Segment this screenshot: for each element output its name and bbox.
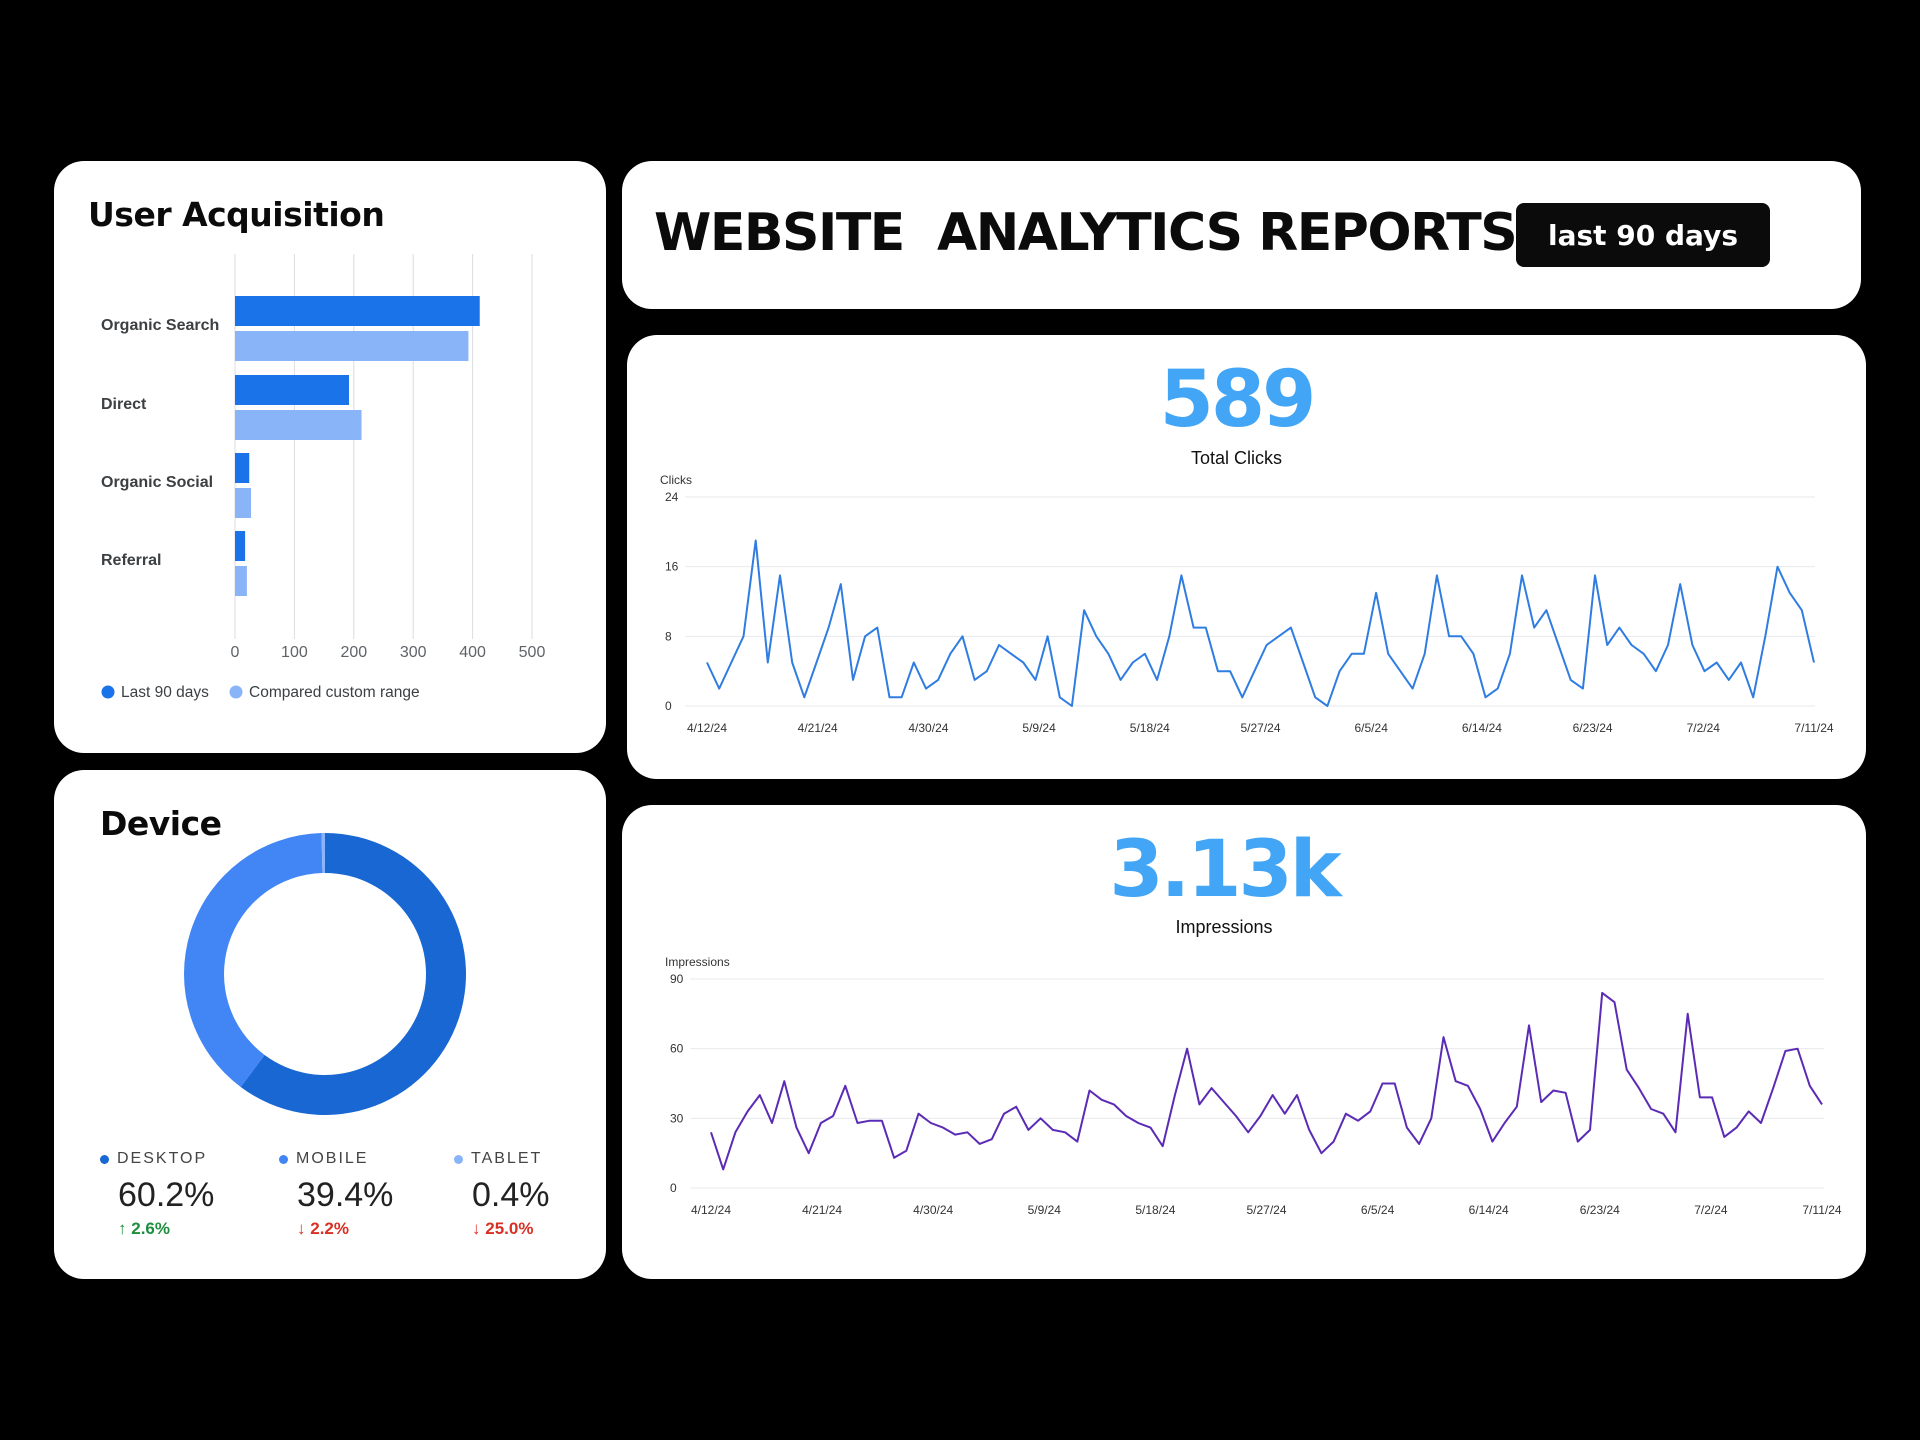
x-tick-label: 5/18/24 <box>1135 1203 1175 1217</box>
x-tick-label: 4/21/24 <box>798 721 838 735</box>
x-tick-label: 5/9/24 <box>1028 1203 1062 1217</box>
total-clicks-value: 589 <box>1159 355 1317 445</box>
device-donut-chart <box>183 833 466 1115</box>
device-change: ↑ 2.6% <box>118 1219 170 1238</box>
device-name: TABLET <box>471 1150 543 1167</box>
x-tick-label: 7/2/24 <box>1694 1203 1728 1217</box>
y-tick-label: 0 <box>670 1181 677 1195</box>
x-tick-label: 7/11/24 <box>1794 721 1833 735</box>
x-tick-label: 7/11/24 <box>1802 1203 1841 1217</box>
y-tick-label: 30 <box>670 1111 684 1125</box>
x-tick-label: 6/23/24 <box>1580 1203 1620 1217</box>
y-axis-title: Impressions <box>665 955 730 969</box>
x-tick-label: 4/30/24 <box>913 1203 953 1217</box>
x-tick-label: 0 <box>231 644 240 661</box>
device-percentage: 39.4% <box>297 1176 394 1214</box>
x-tick-label: 7/2/24 <box>1687 721 1721 735</box>
bar-last-90-days <box>235 531 246 561</box>
x-tick-label: 4/30/24 <box>908 721 948 735</box>
bar-compared <box>235 331 469 361</box>
legend-dot <box>101 685 115 699</box>
total-clicks-card: 589 Total Clicks Clicks 0 8 16 24 4/12/24 4/21… <box>627 335 1866 779</box>
category-label: Direct <box>101 396 147 413</box>
tablet-legend-dot <box>454 1154 463 1164</box>
x-tick-label: 5/18/24 <box>1130 721 1170 735</box>
bar-last-90-days <box>235 453 250 483</box>
legend-dot <box>229 685 243 699</box>
series-line <box>706 539 1815 707</box>
device-legend-tablet: TABLET 0.4% ↓ 25.0% <box>454 1150 606 1239</box>
device-card: Device DESKTOP 60.2% ↑ 2.6% MOBILE 39.4%… <box>54 770 606 1279</box>
desktop-legend-dot <box>100 1154 109 1164</box>
device-percentage: 0.4% <box>472 1176 550 1214</box>
device-name: DESKTOP <box>117 1150 208 1167</box>
x-tick-label: 4/12/24 <box>687 721 727 735</box>
report-title: WEBSITE ANALYTICS REPORTS <box>654 203 1518 263</box>
total-clicks-label: Total Clicks <box>1190 448 1283 468</box>
user-acquisition-card: User Acquisition 0 100 200 300 400 500 Organic… <box>54 161 606 753</box>
y-tick-label: 16 <box>665 560 679 574</box>
bar-compared <box>235 488 252 518</box>
bar-last-90-days <box>235 375 350 405</box>
x-tick-label: 6/14/24 <box>1469 1203 1509 1217</box>
report-title-card: WEBSITE ANALYTICS REPORTS last 90 days <box>622 161 1861 309</box>
legend-label: Compared custom range <box>249 684 420 701</box>
category-label: Referral <box>101 552 161 569</box>
x-tick-label: 6/23/24 <box>1573 721 1613 735</box>
y-tick-label: 90 <box>670 972 684 986</box>
x-tick-label: 200 <box>340 644 367 661</box>
x-tick-label: 5/27/24 <box>1246 1203 1286 1217</box>
x-tick-label: 5/27/24 <box>1240 721 1280 735</box>
date-range-badge[interactable]: last 90 days <box>1516 203 1770 267</box>
x-tick-label: 6/5/24 <box>1361 1203 1395 1217</box>
y-tick-label: 24 <box>665 490 679 504</box>
series-line <box>710 991 1823 1171</box>
mobile-legend-dot <box>279 1154 288 1164</box>
arrow-down-icon: ↓ <box>297 1219 306 1238</box>
bar-compared <box>235 566 247 596</box>
impressions-card: 3.13k Impressions Impressions 0 30 60 90 4/12… <box>622 805 1866 1279</box>
donut-slice-mobile <box>183 833 323 1088</box>
y-tick-label: 8 <box>665 629 672 643</box>
donut-slice-desktop <box>240 833 466 1115</box>
device-legend-desktop: DESKTOP 60.2% ↑ 2.6% <box>100 1150 270 1239</box>
donut-slice-tablet <box>321 833 325 874</box>
arrow-up-icon: ↑ <box>118 1219 127 1238</box>
user-acquisition-chart: 0 100 200 300 400 500 Organic Search Direct Orga… <box>101 254 546 701</box>
y-tick-label: 60 <box>670 1042 684 1056</box>
x-tick-label: 6/5/24 <box>1355 721 1389 735</box>
category-label: Organic Social <box>101 474 213 491</box>
x-tick-label: 6/14/24 <box>1462 721 1502 735</box>
bar-last-90-days <box>235 296 480 326</box>
impressions-value: 3.13k <box>1109 825 1341 915</box>
clicks-line-chart: Clicks 0 8 16 24 4/12/24 4/21/24 4/30/24 5/9/24 5… <box>660 473 1834 735</box>
x-tick-label: 400 <box>459 644 486 661</box>
x-tick-label: 4/21/24 <box>802 1203 842 1217</box>
x-tick-label: 300 <box>400 644 427 661</box>
device-percentage: 60.2% <box>118 1176 215 1214</box>
x-tick-label: 5/9/24 <box>1022 721 1056 735</box>
x-tick-label: 500 <box>519 644 546 661</box>
y-tick-label: 0 <box>665 699 672 713</box>
user-acquisition-heading: User Acquisition <box>88 195 385 234</box>
bar-compared <box>235 410 362 440</box>
device-legend-mobile: MOBILE 39.4% ↓ 2.2% <box>279 1150 449 1239</box>
arrow-down-icon: ↓ <box>472 1219 481 1238</box>
device-heading: Device <box>100 804 222 843</box>
category-label: Organic Search <box>101 317 219 334</box>
device-change: ↓ 25.0% <box>472 1219 534 1238</box>
y-axis-title: Clicks <box>660 473 692 487</box>
impressions-label: Impressions <box>1175 917 1273 937</box>
x-tick-label: 4/12/24 <box>691 1203 731 1217</box>
legend-label: Last 90 days <box>121 684 209 701</box>
impressions-line-chart: Impressions 0 30 60 90 4/12/24 4/21/24 4/30/24 5… <box>665 955 1842 1217</box>
device-change: ↓ 2.2% <box>297 1219 349 1238</box>
device-name: MOBILE <box>296 1150 369 1167</box>
x-tick-label: 100 <box>281 644 308 661</box>
